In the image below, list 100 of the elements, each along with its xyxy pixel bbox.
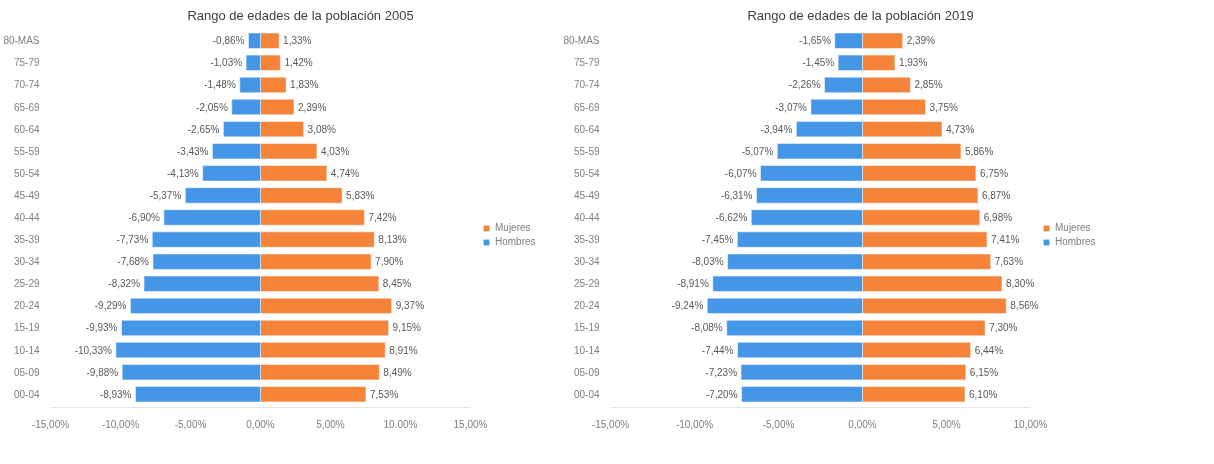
y-tick-label: 75-79 xyxy=(573,57,600,69)
legend-label: Hombres xyxy=(1055,236,1096,247)
data-label: -6,62% xyxy=(715,212,748,223)
y-tick-label: 60-64 xyxy=(573,123,600,135)
data-label: -1,65% xyxy=(799,35,831,47)
y-tick-label: 10-14 xyxy=(13,344,40,356)
data-label: 4,73% xyxy=(945,123,975,135)
data-label: -6,90% xyxy=(128,212,161,223)
data-label: 8,45% xyxy=(382,278,412,290)
data-label: 9,15% xyxy=(392,322,422,334)
data-label: 8,13% xyxy=(378,234,407,246)
y-tick-label: 40-44 xyxy=(573,212,600,223)
y-tick-label: 70-74 xyxy=(573,79,600,91)
data-label: -7,20% xyxy=(705,388,738,400)
y-tick-label: 05-09 xyxy=(13,366,40,378)
data-label: 7,41% xyxy=(990,234,1020,246)
data-label: 7,53% xyxy=(369,388,399,400)
data-label: 8,56% xyxy=(1010,300,1039,312)
y-tick-label: 30-34 xyxy=(573,256,600,268)
y-tick-label: 25-29 xyxy=(573,278,600,290)
data-label: -4,13% xyxy=(167,167,199,179)
data-label: 6,75% xyxy=(979,167,1009,179)
y-tick-label: 55-59 xyxy=(13,145,40,157)
y-tick-label: 45-49 xyxy=(573,189,600,201)
y-tick-label: 65-69 xyxy=(13,101,40,113)
y-tick-label: 70-74 xyxy=(13,79,40,91)
data-label: -9,29% xyxy=(94,300,127,312)
y-tick-label: 55-59 xyxy=(573,145,600,157)
y-tick-label: 00-04 xyxy=(13,388,40,400)
data-label: 8,49% xyxy=(383,366,412,378)
data-label: -5,07% xyxy=(741,145,774,157)
y-tick-label: 35-39 xyxy=(573,234,600,246)
data-label: -8,03% xyxy=(691,256,724,268)
data-label: -8,91% xyxy=(677,278,709,290)
data-label: -9,24% xyxy=(671,300,704,312)
x-tick-label: 5,00% xyxy=(932,418,961,430)
y-tick-label: 20-24 xyxy=(13,300,40,312)
data-label: -1,03% xyxy=(210,57,243,69)
data-label: 6,98% xyxy=(983,212,1013,223)
data-label: -2,65% xyxy=(187,123,220,135)
data-label: 7,42% xyxy=(368,212,397,223)
data-label: 6,10% xyxy=(968,388,998,400)
y-tick-label: 50-54 xyxy=(573,167,600,179)
y-tick-label: 15-19 xyxy=(573,322,600,334)
chart-title: Rango de edades de la población 2005 xyxy=(187,7,414,23)
x-tick-label: -10,00% xyxy=(675,418,714,430)
data-label: 7,90% xyxy=(375,256,404,268)
data-label: -7,44% xyxy=(701,344,734,356)
data-label: 6,15% xyxy=(969,366,999,378)
data-label: 3,08% xyxy=(307,123,337,135)
data-label: -9,88% xyxy=(86,366,119,378)
x-tick-label: -5,00% xyxy=(174,418,207,430)
data-label: -3,43% xyxy=(176,145,209,157)
data-label: -7,68% xyxy=(117,256,150,268)
data-label: -0,86% xyxy=(212,35,245,47)
data-label: 2,39% xyxy=(906,35,936,47)
x-tick-label: -15,00% xyxy=(31,418,70,430)
data-label: -2,26% xyxy=(788,79,821,91)
data-label: -7,45% xyxy=(701,234,734,246)
y-tick-label: 50-54 xyxy=(13,167,40,179)
data-label: 9,37% xyxy=(395,300,425,312)
x-tick-label: -15,00% xyxy=(591,418,630,430)
data-label: -3,07% xyxy=(775,101,808,113)
data-label: 1,83% xyxy=(290,79,319,91)
data-label: 8,91% xyxy=(389,344,418,356)
data-label: -1,45% xyxy=(802,57,835,69)
data-label: -10,33% xyxy=(74,344,112,356)
data-label: 4,03% xyxy=(320,145,350,157)
data-label: -3,94% xyxy=(760,123,793,135)
y-tick-label: 80-MAS xyxy=(563,35,600,47)
y-tick-label: 35-39 xyxy=(13,234,40,246)
data-label: 1,33% xyxy=(283,35,312,47)
y-tick-label: 65-69 xyxy=(573,101,600,113)
x-tick-label: 0,00% xyxy=(246,418,275,430)
data-label: 7,63% xyxy=(994,256,1024,268)
y-tick-label: 20-24 xyxy=(573,300,600,312)
y-tick-label: 15-19 xyxy=(13,322,40,334)
data-label: -6,31% xyxy=(720,189,753,201)
y-tick-label: 60-64 xyxy=(13,123,40,135)
y-tick-label: 75-79 xyxy=(13,57,40,69)
data-label: 7,30% xyxy=(989,322,1018,334)
data-label: 2,85% xyxy=(914,79,943,91)
data-label: 5,83% xyxy=(346,189,375,201)
x-tick-label: 10.00% xyxy=(383,418,418,430)
data-label: 2,39% xyxy=(297,101,327,113)
data-label: 1,93% xyxy=(898,57,928,69)
x-tick-label: 10,00% xyxy=(1013,418,1048,430)
y-tick-label: 40-44 xyxy=(13,212,40,223)
legend-label: Hombres xyxy=(495,236,536,247)
data-label: 5,86% xyxy=(964,145,994,157)
data-label: -8,08% xyxy=(691,322,723,334)
chart-title: Rango de edades de la población 2019 xyxy=(747,7,974,23)
y-tick-label: 10-14 xyxy=(573,344,600,356)
x-tick-label: 0,00% xyxy=(848,418,877,430)
data-label: -2,05% xyxy=(196,101,228,113)
data-label: -9,93% xyxy=(85,322,118,334)
data-label: -1,48% xyxy=(204,79,236,91)
x-tick-label: -5,00% xyxy=(762,418,795,430)
legend-label: Mujeres xyxy=(495,222,531,233)
data-label: -5,37% xyxy=(149,189,182,201)
